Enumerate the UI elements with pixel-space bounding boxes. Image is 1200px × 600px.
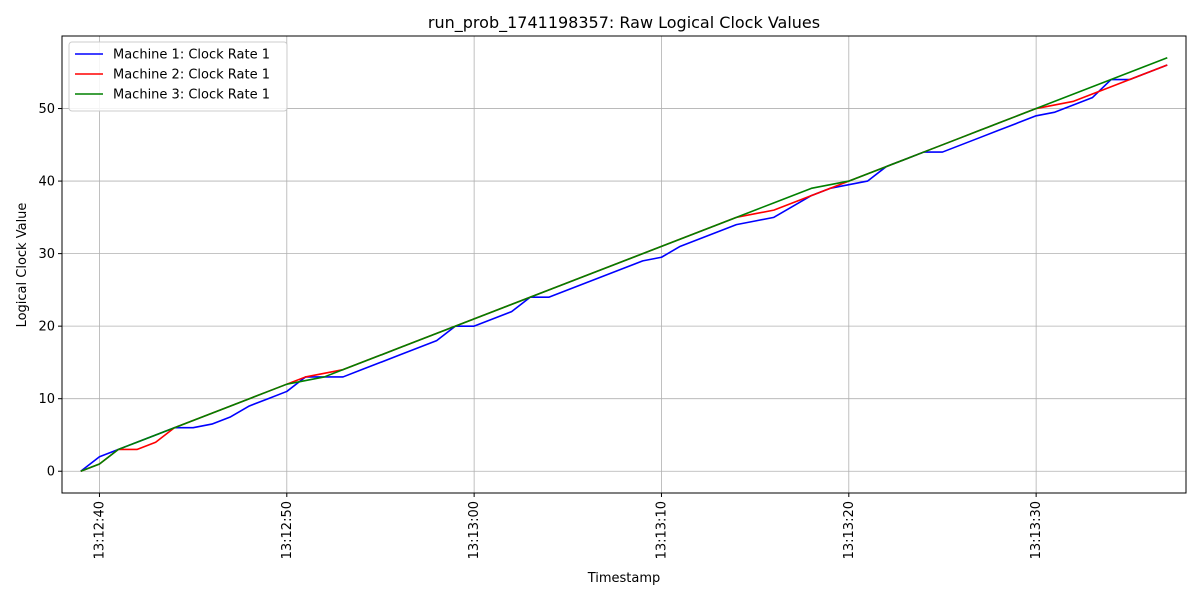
chart-title: run_prob_1741198357: Raw Logical Clock V… bbox=[428, 13, 820, 33]
x-tick-label: 13:13:10 bbox=[654, 501, 669, 559]
x-tick-label: 13:13:00 bbox=[467, 501, 482, 559]
y-tick-label: 50 bbox=[38, 102, 55, 117]
x-tick-label: 13:13:20 bbox=[842, 501, 857, 559]
x-tick-label: 13:13:30 bbox=[1029, 501, 1044, 559]
y-tick-label: 0 bbox=[47, 465, 55, 480]
axis-ticks: 13:12:40 13:12:50 13:13:00 13:13:10 13:13:20… bbox=[38, 102, 1044, 559]
y-axis-title: Logical Clock Value bbox=[15, 203, 30, 328]
y-tick-label: 40 bbox=[38, 175, 55, 190]
x-tick-label: 13:12:40 bbox=[92, 501, 107, 559]
legend-box bbox=[68, 41, 288, 112]
legend-label: Machine 1: Clock Rate 1 bbox=[113, 48, 270, 63]
y-tick-label: 10 bbox=[38, 392, 55, 407]
y-tick-label: 20 bbox=[38, 320, 55, 335]
x-tick-label: 13:12:50 bbox=[280, 501, 295, 559]
y-tick-label: 30 bbox=[38, 247, 55, 262]
legend-label: Machine 2: Clock Rate 1 bbox=[113, 68, 270, 83]
series-line-machine-1 bbox=[80, 64, 1168, 472]
plot-frame bbox=[61, 35, 1187, 494]
legend: Machine 1: Clock Rate 1 Machine 2: Clock … bbox=[68, 41, 288, 112]
series-line-machine-3 bbox=[80, 57, 1168, 472]
x-axis-title: Timestamp bbox=[587, 571, 661, 586]
series-lines bbox=[80, 57, 1168, 472]
legend-label: Machine 3: Clock Rate 1 bbox=[113, 88, 270, 103]
